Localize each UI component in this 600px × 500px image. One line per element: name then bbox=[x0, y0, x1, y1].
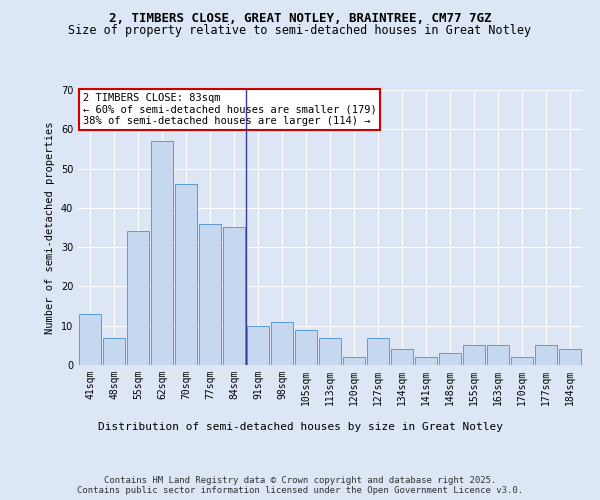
Bar bbox=[391, 350, 413, 365]
Text: Contains HM Land Registry data © Crown copyright and database right 2025.
Contai: Contains HM Land Registry data © Crown c… bbox=[77, 476, 523, 495]
Bar bbox=[343, 357, 365, 365]
Bar bbox=[223, 228, 245, 365]
Bar bbox=[463, 346, 485, 365]
Bar bbox=[175, 184, 197, 365]
Bar bbox=[535, 346, 557, 365]
Bar bbox=[151, 141, 173, 365]
Bar bbox=[79, 314, 101, 365]
Bar bbox=[199, 224, 221, 365]
Bar bbox=[511, 357, 533, 365]
Text: Distribution of semi-detached houses by size in Great Notley: Distribution of semi-detached houses by … bbox=[97, 422, 503, 432]
Bar bbox=[439, 353, 461, 365]
Bar bbox=[127, 232, 149, 365]
Y-axis label: Number of semi-detached properties: Number of semi-detached properties bbox=[45, 121, 55, 334]
Bar bbox=[367, 338, 389, 365]
Bar bbox=[247, 326, 269, 365]
Text: 2 TIMBERS CLOSE: 83sqm
← 60% of semi-detached houses are smaller (179)
38% of se: 2 TIMBERS CLOSE: 83sqm ← 60% of semi-det… bbox=[83, 92, 377, 126]
Bar bbox=[559, 350, 581, 365]
Bar bbox=[487, 346, 509, 365]
Bar bbox=[271, 322, 293, 365]
Bar bbox=[295, 330, 317, 365]
Bar bbox=[319, 338, 341, 365]
Bar bbox=[415, 357, 437, 365]
Bar bbox=[103, 338, 125, 365]
Text: Size of property relative to semi-detached houses in Great Notley: Size of property relative to semi-detach… bbox=[68, 24, 532, 37]
Text: 2, TIMBERS CLOSE, GREAT NOTLEY, BRAINTREE, CM77 7GZ: 2, TIMBERS CLOSE, GREAT NOTLEY, BRAINTRE… bbox=[109, 12, 491, 26]
